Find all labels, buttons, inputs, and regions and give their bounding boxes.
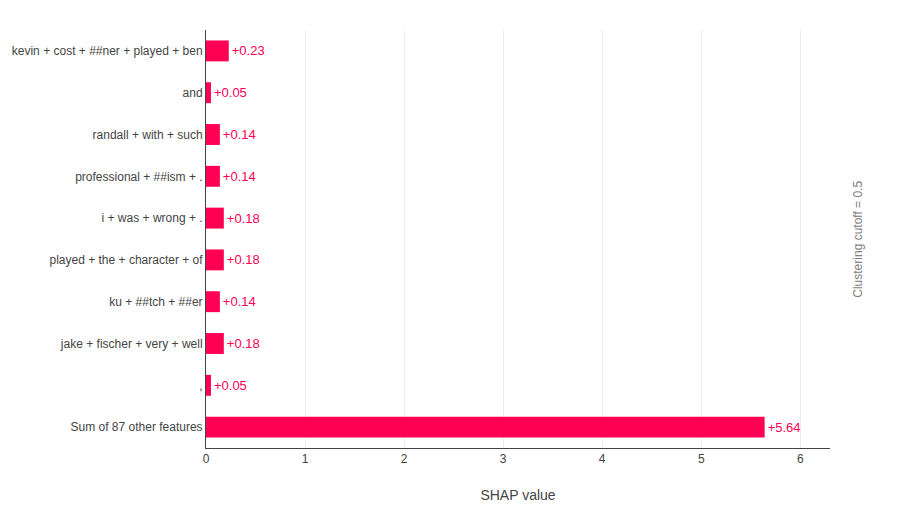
svg-text:2: 2: [401, 452, 408, 466]
svg-text:randall + with + such: randall + with + such: [93, 128, 203, 142]
svg-text:ku + ##tch + ##er: ku + ##tch + ##er: [109, 295, 202, 309]
svg-text:Sum of 87 other features: Sum of 87 other features: [71, 420, 203, 434]
svg-text:+0.18: +0.18: [227, 211, 260, 226]
svg-text:+0.23: +0.23: [232, 43, 265, 58]
svg-text:Clustering cutoff = 0.5: Clustering cutoff = 0.5: [851, 181, 865, 298]
svg-text:+0.14: +0.14: [223, 127, 256, 142]
svg-text:played + the + character + of: played + the + character + of: [49, 253, 203, 267]
svg-text:+0.05: +0.05: [214, 85, 247, 100]
svg-text:jake + fischer + very + well: jake + fischer + very + well: [60, 337, 203, 351]
svg-text:professional + ##ism + .: professional + ##ism + .: [75, 170, 202, 184]
svg-text:+5.64: +5.64: [768, 420, 801, 435]
svg-text:5: 5: [698, 452, 705, 466]
svg-text:kevin + cost + ##ner + played: kevin + cost + ##ner + played + ben: [12, 44, 203, 58]
svg-text:and: and: [183, 86, 203, 100]
svg-text:+0.18: +0.18: [227, 252, 260, 267]
svg-text:SHAP value: SHAP value: [480, 487, 555, 503]
svg-text:+0.14: +0.14: [223, 294, 256, 309]
svg-text:+0.18: +0.18: [227, 336, 260, 351]
svg-text:+0.05: +0.05: [214, 378, 247, 393]
svg-text:,: ,: [199, 379, 202, 393]
svg-text:6: 6: [797, 452, 804, 466]
svg-text:3: 3: [500, 452, 507, 466]
svg-text:i + was + wrong + .: i + was + wrong + .: [102, 211, 203, 225]
svg-text:+0.14: +0.14: [223, 169, 256, 184]
svg-text:1: 1: [302, 452, 309, 466]
svg-text:0: 0: [203, 452, 210, 466]
svg-text:4: 4: [599, 452, 606, 466]
